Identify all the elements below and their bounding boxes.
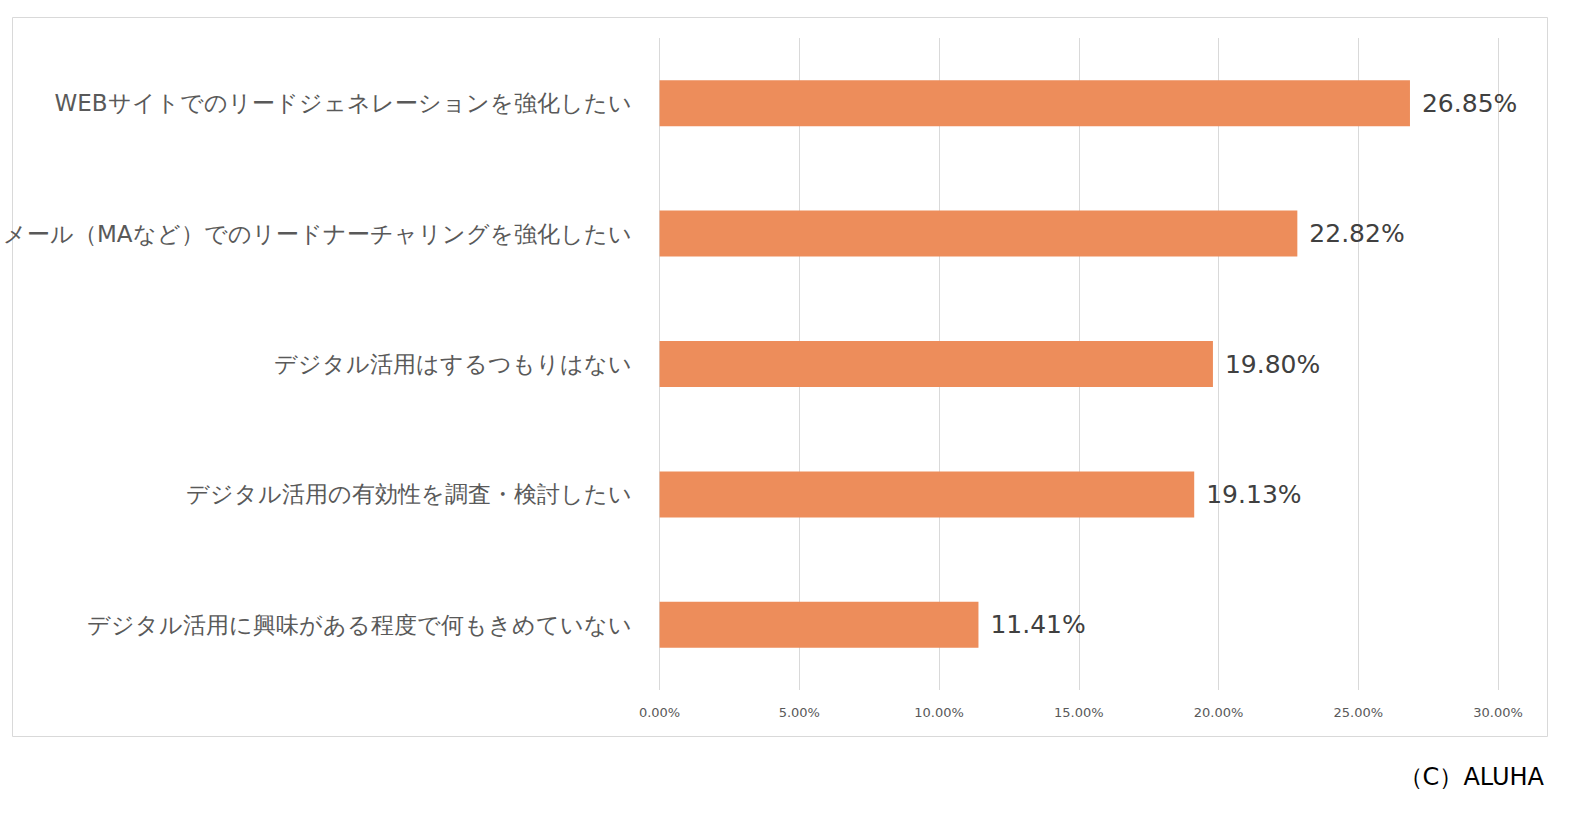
svg-text:メール（MAなど）でのリードナーチャリングを強化したい: メール（MAなど）でのリードナーチャリングを強化したい [3,221,632,247]
svg-text:15.00%: 15.00% [1054,705,1104,720]
svg-text:25.00%: 25.00% [1333,705,1383,720]
svg-text:デジタル活用はするつもりはない: デジタル活用はするつもりはない [274,351,632,377]
svg-text:19.80%: 19.80% [1225,350,1320,379]
svg-text:10.00%: 10.00% [914,705,964,720]
svg-text:デジタル活用の有効性を調査・検討したい: デジタル活用の有効性を調査・検討したい [186,481,632,507]
svg-text:19.13%: 19.13% [1206,480,1301,509]
svg-text:22.82%: 22.82% [1309,219,1404,248]
svg-text:20.00%: 20.00% [1194,705,1244,720]
svg-text:11.41%: 11.41% [990,610,1085,639]
svg-text:（C）ALUHA: （C）ALUHA [1399,763,1545,791]
svg-text:0.00%: 0.00% [639,705,680,720]
svg-text:26.85%: 26.85% [1422,89,1517,118]
svg-text:30.00%: 30.00% [1473,705,1523,720]
svg-text:5.00%: 5.00% [779,705,820,720]
svg-text:WEBサイトでのリードジェネレーションを強化したい: WEBサイトでのリードジェネレーションを強化したい [55,90,632,116]
svg-text:デジタル活用に興味がある程度で何もきめていない: デジタル活用に興味がある程度で何もきめていない [87,612,632,638]
